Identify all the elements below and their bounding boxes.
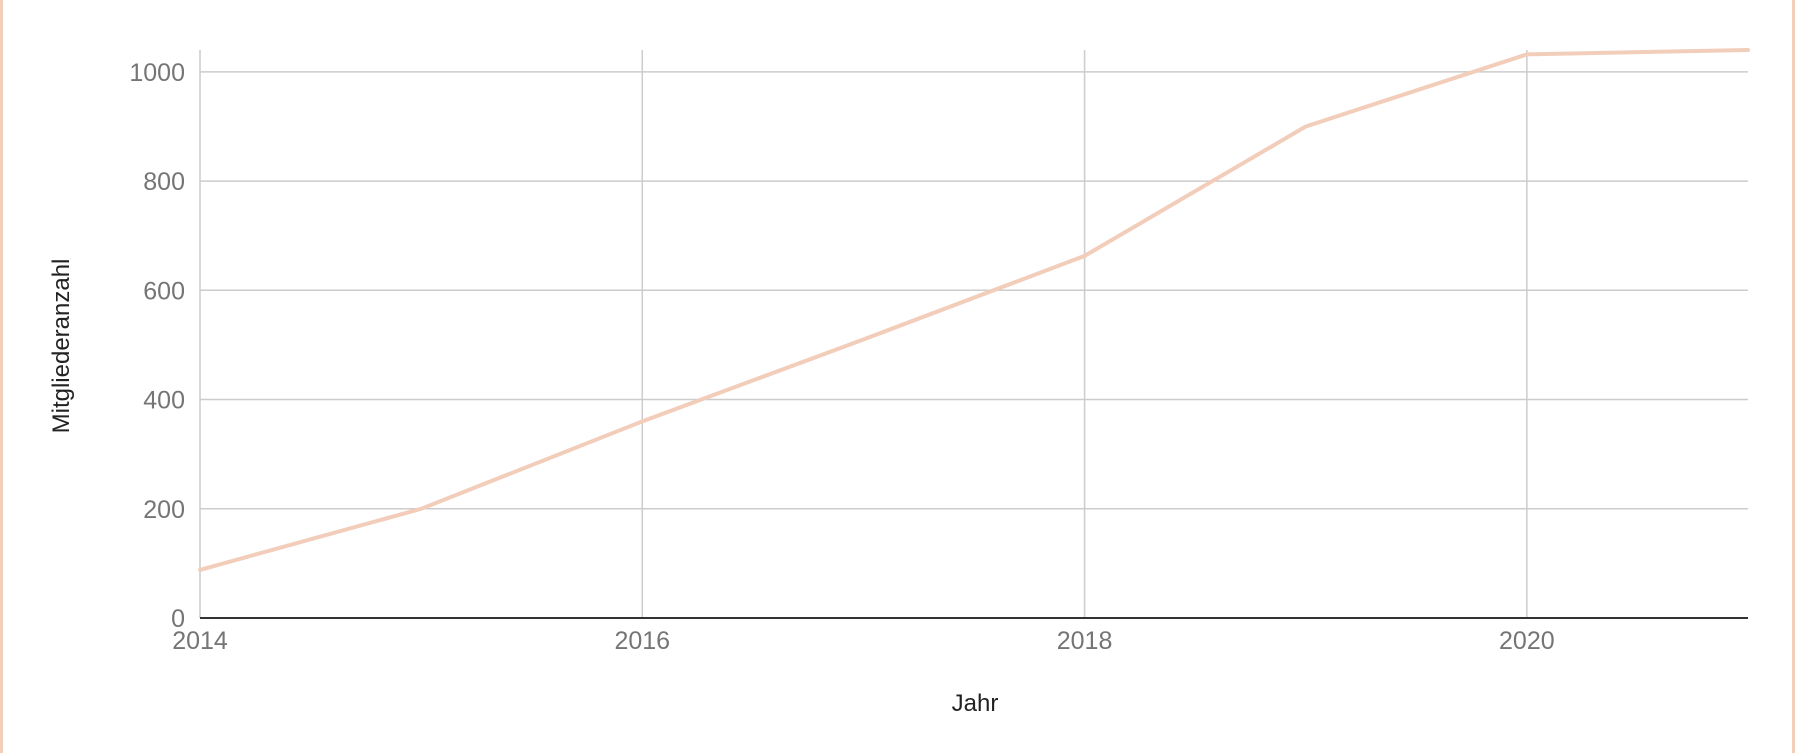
- y-tick-label: 800: [143, 168, 185, 196]
- y-tick-label: 200: [143, 496, 185, 524]
- x-tick-labels: 2014 2016 2018 2020: [172, 627, 1554, 655]
- series-line: [198, 48, 1750, 572]
- x-tick-label: 2016: [614, 627, 670, 655]
- y-tick-labels: 0 200 400 600 800 1000: [129, 59, 185, 633]
- y-tick-label: 1000: [129, 59, 185, 87]
- y-tick-label: 0: [171, 605, 185, 633]
- x-tick-label: 2020: [1499, 627, 1555, 655]
- y-tick-label: 600: [143, 277, 185, 305]
- y-axis-title: Mitgliederanzahl: [48, 259, 75, 434]
- series-layer: [198, 48, 1750, 572]
- y-tick-label: 400: [143, 387, 185, 415]
- x-tick-label: 2014: [172, 627, 228, 655]
- x-axis-title: Jahr: [952, 690, 999, 717]
- x-tick-label: 2018: [1057, 627, 1113, 655]
- grid-lines: [199, 50, 1748, 618]
